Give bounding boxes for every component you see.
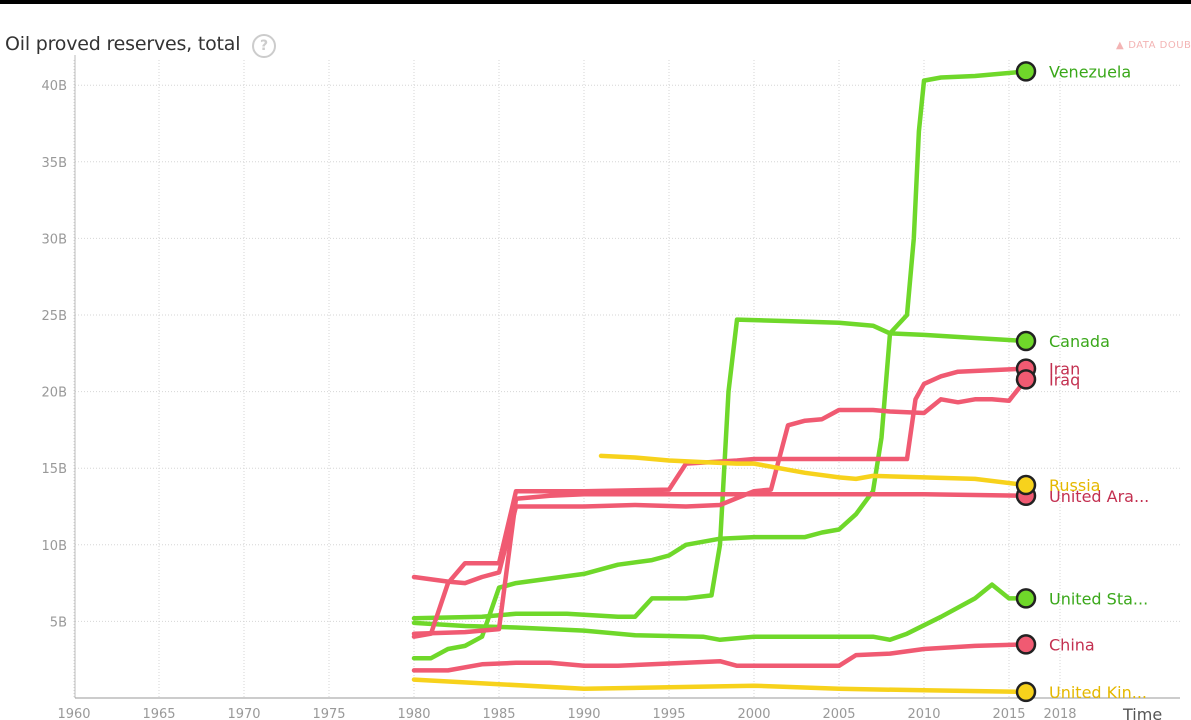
- series-line-united-kingdom[interactable]: [411, 677, 1029, 695]
- series-label-iraq[interactable]: Iraq: [1049, 370, 1080, 389]
- series-marker-russia[interactable]: [1015, 474, 1037, 496]
- series-marker-iraq[interactable]: [1015, 369, 1037, 390]
- series-line-china[interactable]: [411, 642, 1029, 673]
- x-tick-label: 1970: [227, 707, 260, 720]
- series-line-venezuela[interactable]: [411, 69, 1029, 621]
- series-label-china[interactable]: China: [1049, 635, 1095, 654]
- series-label-united-states[interactable]: United Sta...: [1049, 589, 1148, 608]
- warning-icon: ▲: [1116, 40, 1125, 51]
- series-label-united-kingdom[interactable]: United Kin...: [1049, 683, 1147, 702]
- series-marker-united-states[interactable]: [1015, 588, 1037, 609]
- x-tick-label: 2018: [1043, 707, 1076, 720]
- series-line-united-states[interactable]: [411, 582, 1029, 643]
- series-marker-united-kingdom[interactable]: [1015, 681, 1037, 703]
- series-label-canada[interactable]: Canada: [1049, 332, 1110, 351]
- series-marker-venezuela[interactable]: [1015, 61, 1037, 82]
- x-tick-label: 1965: [142, 707, 175, 720]
- y-tick-label: 30B: [42, 232, 67, 247]
- x-tick-label: 2010: [907, 707, 940, 720]
- series-group: [411, 69, 1029, 695]
- series-marker-china[interactable]: [1015, 634, 1037, 655]
- series-line-united-arab-emirates[interactable]: [411, 491, 1029, 636]
- x-tick-label: 2015: [992, 707, 1025, 720]
- series-line-iraq[interactable]: [411, 377, 1029, 586]
- series-label-russia[interactable]: Russia: [1049, 476, 1100, 495]
- series-label-united-arab-emirates[interactable]: United Ara...: [1049, 487, 1149, 506]
- series-line-iran[interactable]: [411, 366, 1029, 639]
- x-tick-label: 2005: [822, 707, 855, 720]
- axes: 1960 1965 1970 1975 1980 1985 1990 1995 2000 2005…: [42, 55, 1180, 720]
- y-tick-label: 20B: [42, 386, 67, 401]
- chart-title: Oil proved reserves, total: [5, 33, 241, 55]
- series-line-canada[interactable]: [411, 331, 1029, 661]
- series-label-venezuela[interactable]: Venezuela: [1049, 62, 1131, 81]
- x-tick-label: 1995: [652, 707, 685, 720]
- help-icon[interactable]: ?: [252, 34, 276, 58]
- series-label-iran[interactable]: Iran: [1049, 360, 1080, 379]
- y-tick-label: 40B: [42, 79, 67, 94]
- x-tick-label: 1975: [312, 707, 345, 720]
- data-doubts-link[interactable]: ▲DATA DOUBTS: [1116, 40, 1191, 51]
- x-tick-label: 1980: [397, 707, 430, 720]
- top-border: [0, 0, 1191, 4]
- y-tick-label: 35B: [42, 156, 67, 171]
- x-tick-label: 2000: [737, 707, 770, 720]
- y-tick-label: 25B: [42, 309, 67, 324]
- y-tick-label: 15B: [42, 462, 67, 477]
- series-marker-canada[interactable]: [1015, 330, 1037, 352]
- x-axis-title: Time: [1122, 705, 1162, 720]
- series-line-russia[interactable]: [598, 453, 1029, 488]
- x-tick-label: 1985: [482, 707, 515, 720]
- y-tick-label: 10B: [42, 539, 67, 554]
- y-tick-label: 5B: [50, 615, 67, 630]
- x-tick-label: 1960: [57, 707, 90, 720]
- x-tick-label: 1990: [567, 707, 600, 720]
- grid: [73, 60, 1180, 698]
